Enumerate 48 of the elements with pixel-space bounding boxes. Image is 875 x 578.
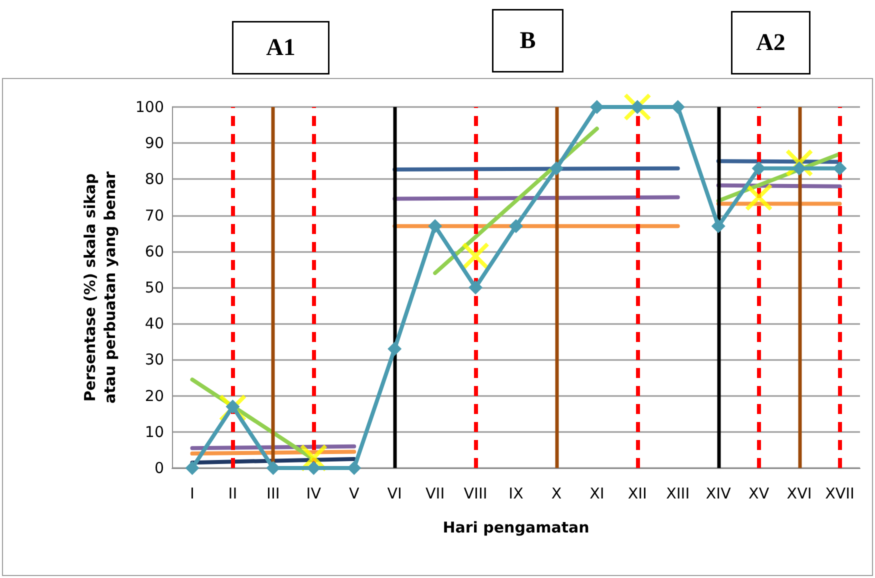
y-tick-label: 30 [144, 350, 164, 369]
point [347, 461, 362, 475]
y-tick-label: 80 [144, 170, 164, 188]
y-tick-label: 60 [144, 242, 164, 260]
point [792, 161, 806, 176]
point [752, 161, 766, 176]
x-tick-label: VII [426, 484, 445, 502]
x-axis-title: Hari pengamatan [442, 518, 590, 536]
x-tick-label: I [190, 484, 194, 502]
point [832, 161, 847, 176]
text: A1 [266, 34, 296, 61]
point [226, 400, 240, 414]
x-tick-label: IX [508, 484, 524, 502]
x-tick-label: XVI [786, 484, 812, 502]
point [509, 219, 523, 234]
point [306, 461, 321, 475]
x-tick-label: III [266, 484, 280, 502]
x-tick-label: XI [590, 484, 604, 502]
y-tick-label: 10 [144, 422, 164, 441]
y-tick-label: 0 [154, 459, 164, 477]
point [549, 161, 564, 176]
y-tick-label: 70 [144, 206, 164, 224]
y-axis-title: Persentase (%) skala sikap atau perbuatan yang benar [81, 170, 119, 404]
y-tick-label: 20 [144, 386, 164, 405]
x-tick-label: XV [748, 484, 770, 502]
x-tick-label: XVII [825, 484, 854, 502]
x-tick-label: V [348, 484, 360, 502]
y-tick-label: 40 [144, 314, 164, 333]
point [428, 219, 442, 234]
y-tick-label: 50 [144, 278, 164, 296]
y-tick-label: 90 [144, 134, 164, 152]
point [590, 100, 604, 114]
text: A2 [756, 30, 786, 56]
y-tick-label: 100 [135, 98, 164, 116]
point [185, 461, 200, 475]
text: B [520, 28, 536, 54]
point [266, 461, 280, 475]
x-tick-label: II [228, 484, 238, 502]
x-tick-label: IV [306, 484, 322, 502]
point [388, 342, 402, 356]
x-tick-label: X [551, 484, 562, 502]
x-tick-label: XIII [666, 484, 690, 502]
x-tick-label: VI [387, 484, 402, 502]
point [468, 280, 483, 294]
x-tick-label: VIII [464, 484, 488, 502]
point [711, 219, 726, 234]
x-tick-label: XIV [706, 484, 732, 502]
x-tick-label: XII [628, 484, 647, 502]
